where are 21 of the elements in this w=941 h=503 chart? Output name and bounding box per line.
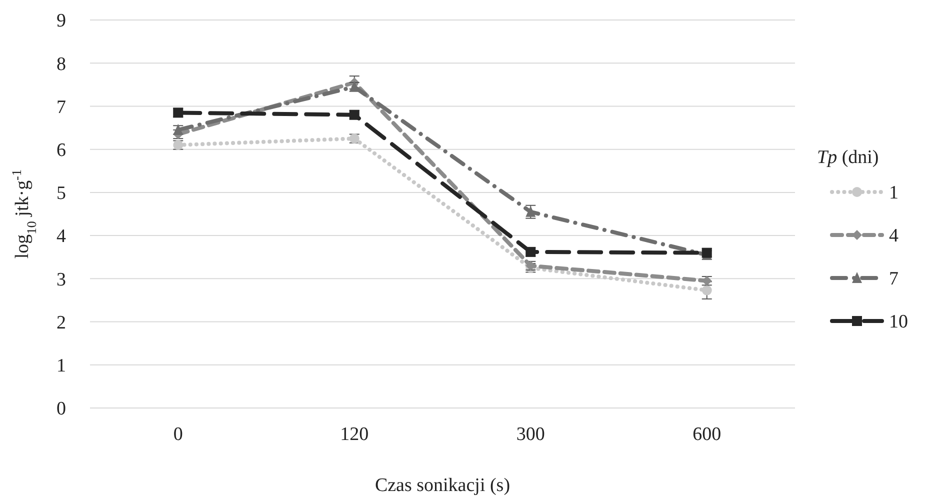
x-tick-label: 600 [692, 424, 722, 445]
x-tick-label: 300 [516, 424, 545, 445]
legend-label: 4 [889, 226, 899, 247]
x-axis-title: Czas sonikacji (s) [374, 475, 510, 496]
y-tick-label: 7 [56, 96, 66, 118]
x-tick-label: 120 [340, 424, 369, 445]
y-tick-label: 5 [56, 183, 66, 204]
legend-title: Tp (dni) [817, 147, 879, 168]
y-tick-label: 8 [56, 54, 66, 75]
x-tick-label: 0 [173, 424, 183, 445]
point [702, 285, 712, 296]
y-tick-label: 2 [56, 312, 66, 334]
legend-label: 1 [889, 182, 898, 204]
y-tick-label: 3 [56, 269, 66, 290]
y-tick-label: 6 [56, 140, 66, 161]
y-tick-label: 4 [56, 226, 66, 248]
y-tick-label: 1 [56, 356, 66, 377]
y-tick-label: 0 [56, 398, 66, 420]
legend-label: 7 [889, 268, 898, 290]
y-tick-label: 9 [56, 10, 66, 32]
legend-label: 10 [889, 312, 908, 333]
